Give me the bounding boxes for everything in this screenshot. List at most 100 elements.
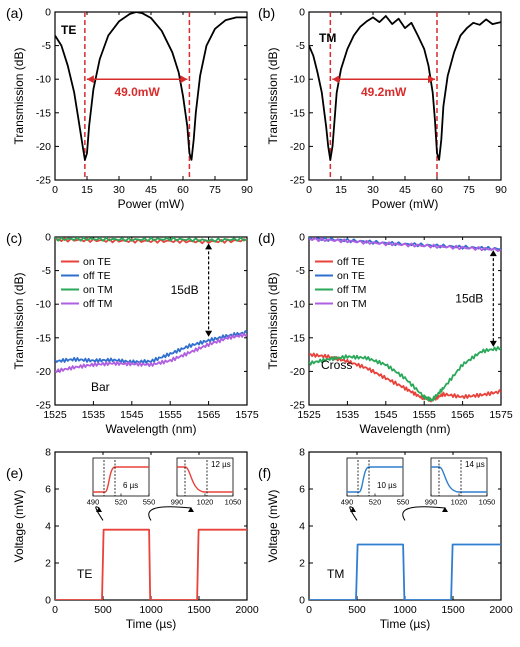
- x-tick-label: 90: [241, 184, 253, 196]
- x-tick-label: 90: [495, 184, 507, 196]
- legend-label: on TM: [83, 284, 113, 296]
- plot-frame: [308, 236, 502, 406]
- y-axis-title: Transmission (dB): [266, 273, 280, 370]
- x-tick-label: 1565: [451, 409, 475, 421]
- legend-label: on TM: [337, 298, 367, 310]
- series-line: [309, 345, 501, 402]
- extinction-label: 15dB: [171, 283, 199, 297]
- inset-time-label: 6 µs: [123, 481, 138, 490]
- x-tick-label: 60: [177, 184, 189, 196]
- x-tick-label: 0: [52, 184, 58, 196]
- x-tick-label: 2000: [235, 604, 259, 616]
- y-tick-label: 0: [299, 232, 305, 244]
- legend-label: off TE: [83, 270, 111, 282]
- y-tick-label: -15: [290, 107, 305, 119]
- y-tick-label: 4: [45, 521, 51, 533]
- x-tick-label: 1500: [187, 604, 211, 616]
- inset-pointer-arrow: [349, 506, 358, 521]
- series-line: [309, 352, 501, 403]
- series-group: [309, 15, 501, 161]
- panel-label: (b): [258, 5, 275, 21]
- y-axis-title: Transmission (dB): [12, 273, 26, 370]
- y-tick-label: -5: [296, 265, 305, 277]
- series-group: [309, 543, 501, 600]
- inset-pointer-head: [350, 507, 356, 512]
- x-tick-label: 500: [348, 604, 366, 616]
- legend-label: off TM: [83, 298, 112, 310]
- x-axis-title: Wavelength (nm): [360, 422, 451, 436]
- x-tick-label: 45: [399, 184, 411, 196]
- width-annotation-text: 49.0mW: [114, 85, 160, 99]
- x-axis-title: Power (mW): [372, 197, 439, 211]
- inset-pointer-arrow: [148, 506, 192, 521]
- inset-tick-label: 490: [87, 498, 100, 507]
- x-tick-label: 0: [52, 604, 58, 616]
- width-annotation-text: 49.2mW: [361, 85, 407, 99]
- inset-pointer-head: [188, 507, 194, 512]
- series-line: [309, 543, 501, 600]
- series-group: [55, 237, 247, 374]
- x-tick-label: 1000: [139, 604, 163, 616]
- trace-tag: TE: [77, 567, 92, 581]
- trace-tag: TM: [327, 567, 344, 581]
- x-tick-label: 1545: [374, 409, 398, 421]
- inset-tick-label: 1020: [197, 498, 214, 507]
- trace-tag: TM: [319, 31, 336, 45]
- x-tick-label: 1535: [336, 409, 360, 421]
- arrow-head-right: [180, 75, 188, 84]
- y-tick-label: -5: [42, 40, 51, 52]
- x-tick-label: 60: [431, 184, 443, 196]
- inset-time-label: 12 µs: [211, 460, 231, 469]
- series-line: [55, 332, 247, 374]
- series-group: [309, 237, 501, 403]
- x-tick-label: 75: [463, 184, 475, 196]
- y-tick-label: -25: [36, 400, 51, 412]
- x-axis-title: Wavelength (nm): [106, 422, 197, 436]
- trace-tag: Bar: [91, 380, 110, 394]
- panel-label: (e): [6, 465, 23, 481]
- panel-2: (c) 1525 1535 1545 1555 1565 1575 0 -5 -10 -15 -20 -…: [6, 230, 259, 436]
- legend-label: on TE: [337, 270, 365, 282]
- series-line: [309, 15, 501, 161]
- x-axis-title: Power (mW): [118, 197, 185, 211]
- series-group: [55, 528, 247, 600]
- inset-frame: [92, 457, 150, 497]
- x-tick-label: 1565: [197, 409, 221, 421]
- panel-1: (b) 0 15 30 45 60 75 90 0 -5 -10 -15 -20 -25 Power (mW…: [258, 5, 507, 211]
- x-tick-label: 15: [81, 184, 93, 196]
- y-tick-label: 6: [299, 484, 305, 496]
- inset-tick-label: 520: [115, 498, 128, 507]
- inset-pointer-arrow: [95, 506, 104, 521]
- y-tick-label: -20: [36, 366, 51, 378]
- x-tick-label: 30: [113, 184, 125, 196]
- y-tick-label: 0: [299, 595, 305, 607]
- inset-0: 490 520 550 6 µs: [87, 457, 156, 521]
- x-tick-label: 1000: [393, 604, 417, 616]
- panel-4: (e) 0 500 1000 1500 2000 0 2 4 6 8 Time (µs) Voltage…: [6, 447, 259, 632]
- panel-label: (f): [258, 465, 271, 481]
- y-tick-label: 4: [299, 521, 305, 533]
- series-line: [309, 237, 501, 253]
- y-axis-title: Voltage (mW): [266, 490, 280, 563]
- arrow-head-up: [489, 250, 497, 257]
- inset-time-label: 10 µs: [377, 481, 397, 490]
- y-tick-label: -5: [296, 40, 305, 52]
- x-axis-title: Time (µs): [126, 617, 176, 631]
- x-tick-label: 1525: [43, 409, 67, 421]
- y-tick-label: -25: [290, 175, 305, 187]
- extinction-label: 15dB: [455, 291, 483, 305]
- inset-tick-label: 550: [397, 498, 410, 507]
- x-tick-label: 2000: [489, 604, 513, 616]
- panel-0: (a) 0 15 30 45 60 75 90 0 -5 -10 -15 -20 -25 Power (mW…: [6, 5, 253, 211]
- inset-tick-label: 550: [143, 498, 156, 507]
- x-tick-label: 30: [367, 184, 379, 196]
- legend-label: off TM: [337, 284, 366, 296]
- y-axis-title: Voltage (mW): [12, 490, 26, 563]
- y-tick-label: -15: [36, 107, 51, 119]
- inset-pointer-arrow: [402, 506, 446, 521]
- y-axis-title: Transmission (dB): [12, 48, 26, 145]
- series-group: [55, 12, 247, 161]
- series-line: [55, 237, 247, 243]
